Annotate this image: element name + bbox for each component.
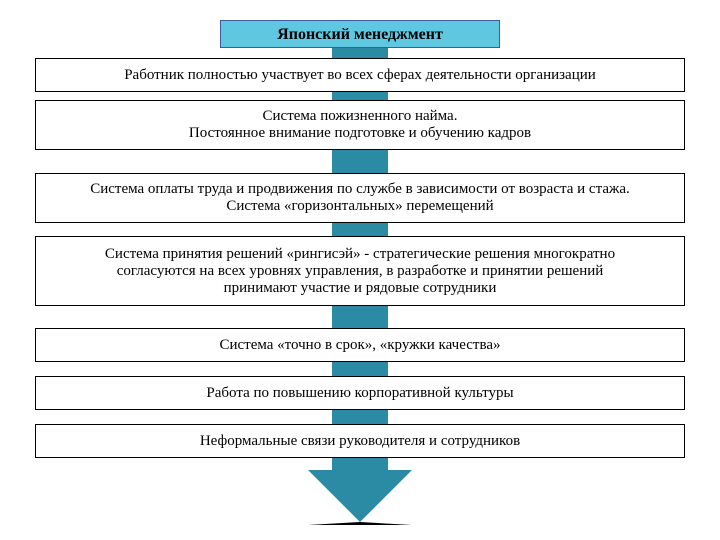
content-line: согласуются на всех уровнях управления, … [42,263,678,280]
content-line: Постоянное внимание подготовке и обучени… [42,125,678,142]
diagram-canvas: Японский менеджмент Работник полностью у… [0,0,720,540]
content-line: Работник полностью участвует во всех сфе… [42,67,678,84]
content-box-4: Система принятия решений «рингисэй» - ст… [35,236,685,306]
content-line: принимают участие и рядовые сотрудники [42,280,678,297]
arrow-head-icon [308,470,412,525]
content-box-2: Система пожизненного найма.Постоянное вн… [35,100,685,150]
title-text: Японский менеджмент [277,26,443,43]
title-box: Японский менеджмент [220,20,500,48]
content-line: Система «точно в срок», «кружки качества… [42,337,678,354]
content-box-3: Система оплаты труда и продвижения по сл… [35,173,685,223]
content-box-7: Неформальные связи руководителя и сотруд… [35,424,685,458]
content-line: Система «горизонтальных» перемещений [42,198,678,215]
content-line: Система оплаты труда и продвижения по сл… [42,181,678,198]
content-box-6: Работа по повышению корпоративной культу… [35,376,685,410]
content-line: Система принятия решений «рингисэй» - ст… [42,246,678,263]
content-line: Работа по повышению корпоративной культу… [42,385,678,402]
content-line: Система пожизненного найма. [42,108,678,125]
content-box-1: Работник полностью участвует во всех сфе… [35,58,685,92]
content-box-5: Система «точно в срок», «кружки качества… [35,328,685,362]
content-line: Неформальные связи руководителя и сотруд… [42,433,678,450]
